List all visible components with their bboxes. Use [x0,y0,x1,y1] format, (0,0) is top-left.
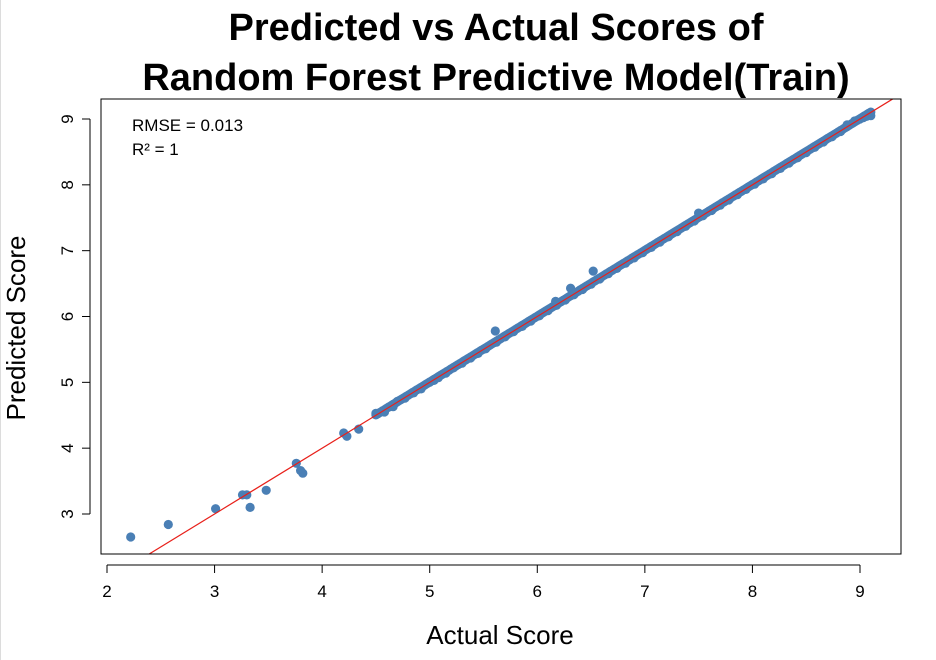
y-tick-label: 4 [58,443,77,452]
y-axis: 3 4 5 6 7 8 9 [58,114,91,519]
x-axis: 2 3 4 5 6 7 8 9 [102,564,865,601]
chart-title-line-2: Random Forest Predictive Model(Train) [142,57,849,99]
r-squared-annotation: R² = 1 [132,140,179,159]
x-tick-label: 3 [210,582,219,601]
x-tick-label: 8 [748,582,757,601]
scatter-point [588,266,598,276]
x-tick-label: 6 [533,582,542,601]
scatter-point [261,485,271,495]
y-tick-label: 9 [58,114,77,123]
plot-frame [100,98,902,555]
x-axis-title: Actual Score [426,620,573,650]
scatter-point [211,504,221,514]
y-tick-label: 3 [58,509,77,518]
y-axis-title: Predicted Score [1,236,31,421]
y-tick-label: 7 [58,246,77,255]
scatter-point [379,407,390,417]
y-tick-label: 6 [58,312,77,321]
plot-area [126,99,894,554]
scatter-point [126,532,136,542]
chart-title-line-1: Predicted vs Actual Scores of [228,7,763,49]
x-tick-label: 7 [640,582,649,601]
plot-marks [126,99,894,554]
scatter-point [842,120,852,130]
scatter-point [371,408,381,418]
scatter-point [298,468,308,478]
reference-line [148,99,894,554]
scatter-point [245,502,255,512]
page-left-border [0,0,1,660]
scatter-point [490,326,500,336]
x-tick-label: 4 [317,582,326,601]
x-tick-label: 9 [855,582,864,601]
y-tick-label: 5 [58,378,77,387]
y-tick-label: 8 [58,180,77,189]
scatter-point [163,519,173,530]
x-tick-label: 5 [425,582,434,601]
x-tick-label: 2 [102,582,111,601]
rmse-annotation: RMSE = 0.013 [132,116,243,135]
